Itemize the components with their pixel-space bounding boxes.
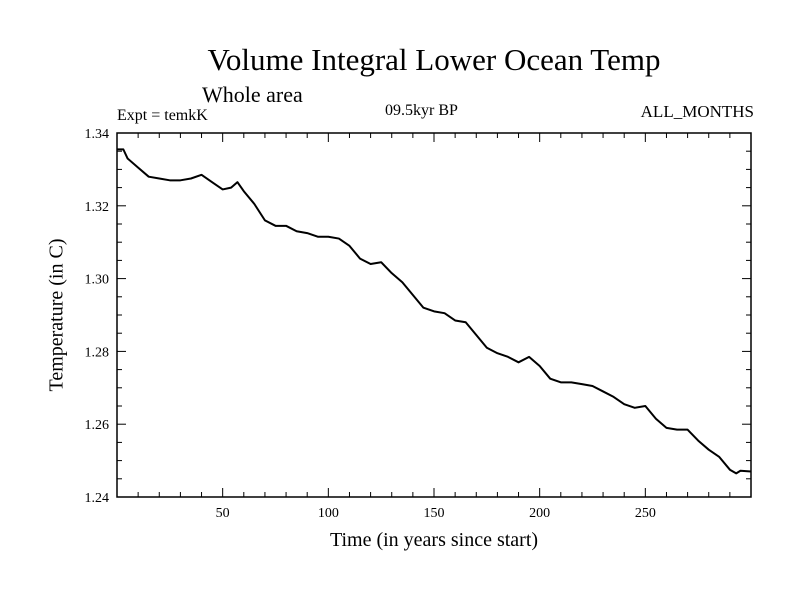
period-label: 09.5kyr BP: [385, 102, 458, 119]
x-axis-label: Time (in years since start): [329, 529, 539, 551]
plot-frame: [116, 132, 752, 498]
series-group: [117, 148, 752, 475]
months-label: ALL_MONTHS: [640, 102, 754, 121]
x-tick-label: 250: [635, 506, 656, 521]
x-tick-label: 50: [216, 506, 230, 521]
x-tick-label: 150: [424, 506, 445, 521]
y-tick-label: 1.32: [85, 200, 110, 215]
chart-title: Volume Integral Lower Ocean Temp: [207, 42, 661, 77]
y-tick-label: 1.28: [85, 345, 110, 360]
x-tick-label: 200: [529, 506, 550, 521]
y-tick-label: 1.26: [85, 418, 110, 433]
y-tick-label: 1.24: [85, 491, 110, 506]
x-tick-label: 100: [318, 506, 339, 521]
axis-ticks: [117, 132, 751, 498]
series-line-temperature: [117, 148, 752, 475]
axis-tick-labels: 50 100 150 200 250 1.24 1.26 1.28 1.30 1.32 1.34: [85, 127, 656, 521]
y-tick-label: 1.34: [85, 127, 110, 142]
chart-subtitle: Whole area: [202, 82, 303, 107]
y-tick-label: 1.30: [85, 273, 110, 288]
experiment-label: Expt = temkK: [117, 107, 208, 124]
